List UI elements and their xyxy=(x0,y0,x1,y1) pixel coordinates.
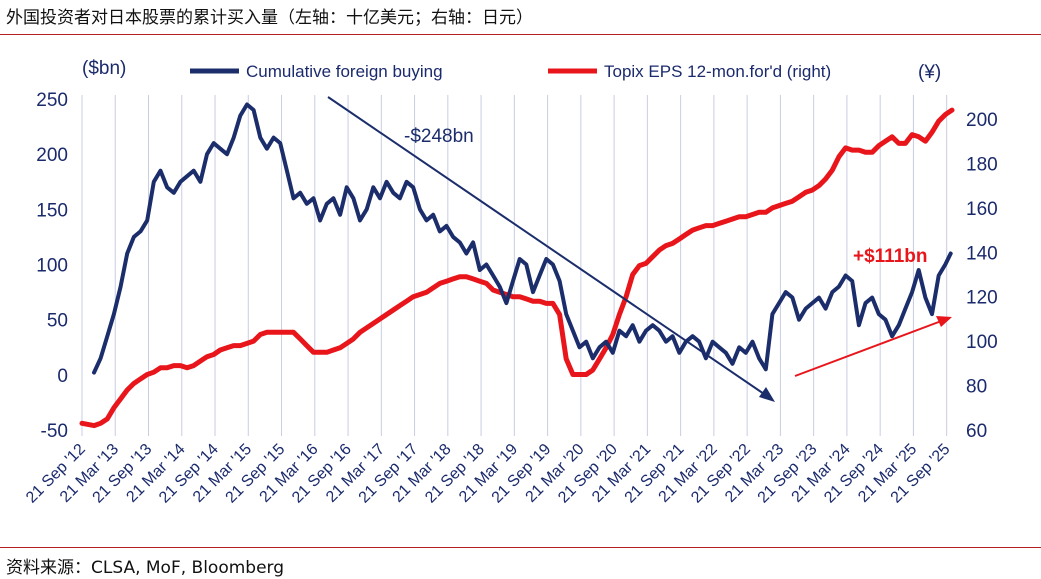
left-tick-label: 0 xyxy=(57,366,68,387)
right-tick-label: 120 xyxy=(966,288,998,309)
right-tick-label: 60 xyxy=(966,421,987,442)
right-tick-label: 80 xyxy=(966,377,987,398)
right-y-axis: 60 80 100 120 140 160 180 200 xyxy=(966,110,998,442)
series-line-foreign-buying xyxy=(92,102,953,375)
trend-arrow-up xyxy=(794,316,952,377)
right-tick-label: 200 xyxy=(966,110,998,131)
right-tick-label: 180 xyxy=(966,154,998,175)
bottom-divider xyxy=(0,547,1041,548)
top-divider xyxy=(0,34,1041,35)
left-tick-label: -50 xyxy=(41,421,68,442)
left-tick-label: 50 xyxy=(47,311,68,332)
legend-label-foreign-buying: Cumulative foreign buying xyxy=(246,62,443,81)
left-y-axis: -50 0 50 100 150 200 250 xyxy=(36,90,68,442)
left-axis-unit-label: ($bn) xyxy=(82,58,126,79)
vertical-gridlines xyxy=(81,95,948,436)
right-tick-label: 100 xyxy=(966,332,998,353)
annotation-minus-248bn: -$248bn xyxy=(404,126,474,147)
left-tick-label: 100 xyxy=(36,256,68,277)
left-tick-label: 200 xyxy=(36,145,68,166)
trend-arrow-down xyxy=(327,96,775,402)
left-tick-label: 150 xyxy=(36,200,68,221)
legend-label-topix-eps: Topix EPS 12-mon.for'd (right) xyxy=(604,62,831,81)
series-layer xyxy=(79,102,955,429)
annotation-plus-111bn: +$111bn xyxy=(853,246,927,267)
right-tick-label: 140 xyxy=(966,243,998,264)
left-tick-label: 250 xyxy=(36,90,68,111)
series-line-topix-eps xyxy=(79,107,955,429)
right-axis-unit-label: (¥) xyxy=(918,62,941,83)
chart-title: 外国投资者对日本股票的累计买入量（左轴：十亿美元；右轴：日元） xyxy=(6,8,533,28)
right-tick-label: 160 xyxy=(966,199,998,220)
source-note: 资料来源：CLSA, MoF, Bloomberg xyxy=(6,558,285,578)
